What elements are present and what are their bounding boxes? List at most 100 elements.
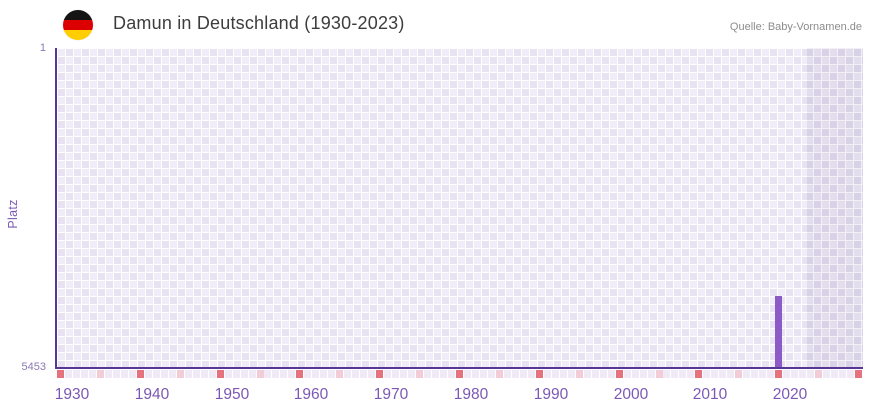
x-tick-2020: 2020 (772, 386, 808, 403)
decade-marker-2000 (616, 370, 623, 378)
half-decade-marker-2015 (735, 370, 742, 378)
year-cell-1987 (512, 370, 519, 378)
decade-marker-1990 (536, 370, 543, 378)
year-cell-2023 (799, 370, 806, 378)
flag-black-stripe (63, 10, 93, 20)
year-cell-1992 (552, 370, 559, 378)
y-axis-tick-bottom: 5453 (21, 361, 46, 373)
year-cell-1947 (193, 370, 200, 378)
plot-background-grid (57, 48, 863, 367)
y-axis-title: Platz (6, 199, 20, 229)
year-cell-2003 (640, 370, 647, 378)
half-decade-marker-1955 (257, 370, 264, 378)
year-cell-1978 (440, 370, 447, 378)
decade-marker-1950 (217, 370, 224, 378)
year-cell-1942 (153, 370, 160, 378)
year-cell-1984 (488, 370, 495, 378)
x-tick-1930: 1930 (54, 386, 90, 403)
half-decade-marker-1985 (496, 370, 503, 378)
x-tick-1980: 1980 (453, 386, 489, 403)
year-cell-1968 (360, 370, 367, 378)
year-cell-1988 (520, 370, 527, 378)
year-cell-1961 (304, 370, 311, 378)
decade-marker-1930 (57, 370, 64, 378)
year-cell-1958 (280, 370, 287, 378)
year-cell-1937 (113, 370, 120, 378)
year-cell-1979 (448, 370, 455, 378)
year-cell-1953 (241, 370, 248, 378)
year-cell-1951 (225, 370, 232, 378)
year-cell-1989 (528, 370, 535, 378)
year-cell-2002 (632, 370, 639, 378)
year-cell-1973 (400, 370, 407, 378)
year-cell-2017 (751, 370, 758, 378)
year-cell-2013 (719, 370, 726, 378)
half-decade-marker-1975 (416, 370, 423, 378)
year-cell-1996 (584, 370, 591, 378)
half-decade-marker-1995 (576, 370, 583, 378)
year-cell-1967 (352, 370, 359, 378)
year-cell-2014 (727, 370, 734, 378)
year-cell-2011 (703, 370, 710, 378)
x-tick-1990: 1990 (533, 386, 569, 403)
year-cell-2018 (759, 370, 766, 378)
year-cell-1933 (81, 370, 88, 378)
y-axis-tick-top: 1 (39, 42, 46, 54)
year-cell-1959 (288, 370, 295, 378)
year-cell-1999 (608, 370, 615, 378)
year-cell-2008 (679, 370, 686, 378)
flag-red-stripe (63, 20, 93, 30)
flag-gold-stripe (63, 30, 93, 40)
year-cell-1956 (264, 370, 271, 378)
year-cell-1993 (560, 370, 567, 378)
year-cell-1963 (320, 370, 327, 378)
half-decade-marker-1965 (336, 370, 343, 378)
decade-marker-1960 (296, 370, 303, 378)
decade-marker-2020 (775, 370, 782, 378)
year-cell-2024 (807, 370, 814, 378)
year-cell-1977 (432, 370, 439, 378)
year-cell-1969 (368, 370, 375, 378)
year-cell-1934 (89, 370, 96, 378)
half-decade-marker-2005 (656, 370, 663, 378)
year-cell-1943 (161, 370, 168, 378)
german-flag-icon (63, 10, 93, 40)
year-cell-1941 (145, 370, 152, 378)
year-cell-1962 (312, 370, 319, 378)
chart-title: Damun in Deutschland (1930-2023) (113, 13, 405, 33)
y-axis-line (55, 48, 57, 369)
year-cell-1938 (121, 370, 128, 378)
plot-area (57, 48, 863, 367)
half-decade-marker-1935 (97, 370, 104, 378)
x-axis-line (55, 367, 863, 369)
year-cell-1936 (105, 370, 112, 378)
year-cell-1997 (592, 370, 599, 378)
year-cell-1983 (480, 370, 487, 378)
year-cell-1966 (344, 370, 351, 378)
year-cell-2016 (743, 370, 750, 378)
year-cell-1946 (185, 370, 192, 378)
year-cell-2012 (711, 370, 718, 378)
decade-marker-1970 (376, 370, 383, 378)
x-axis-tick-labels: 1930 1940 1950 1960 1970 1980 1990 2000 2010 2020 (0, 386, 873, 406)
year-cell-1972 (392, 370, 399, 378)
x-tick-2010: 2010 (692, 386, 728, 403)
year-cell-2021 (783, 370, 790, 378)
year-cell-1957 (272, 370, 279, 378)
year-cell-1948 (201, 370, 208, 378)
year-cell-1964 (328, 370, 335, 378)
year-cell-1986 (504, 370, 511, 378)
source-credit: Quelle: Baby-Vornamen.de (729, 21, 862, 33)
year-cell-1952 (233, 370, 240, 378)
x-tick-1970: 1970 (373, 386, 409, 403)
year-cell-1971 (384, 370, 391, 378)
year-cell-2004 (648, 370, 655, 378)
year-cell-1954 (249, 370, 256, 378)
decade-marker-2030 (855, 370, 862, 378)
half-decade-marker-1945 (177, 370, 184, 378)
year-cell-2029 (847, 370, 854, 378)
year-cell-1998 (600, 370, 607, 378)
year-cell-2022 (791, 370, 798, 378)
x-tick-1940: 1940 (134, 386, 170, 403)
decade-marker-1980 (456, 370, 463, 378)
